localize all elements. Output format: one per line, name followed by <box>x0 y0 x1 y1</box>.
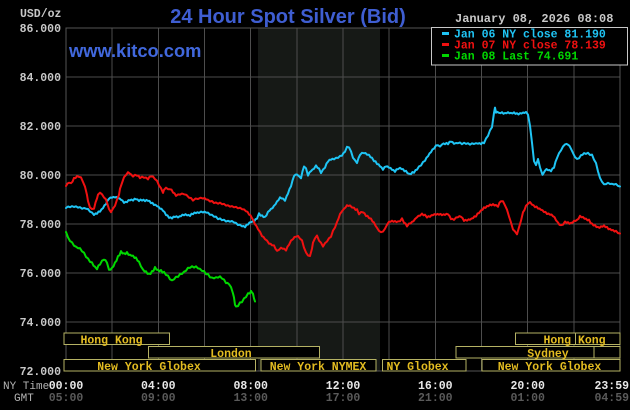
svg-text:Hong Kong: Hong Kong <box>543 335 605 348</box>
svg-text:78.000: 78.000 <box>20 219 62 232</box>
svg-text:Jan 06 NY close 81.190: Jan 06 NY close 81.190 <box>454 29 606 42</box>
svg-text:Sydney: Sydney <box>527 348 569 361</box>
svg-text:09:00: 09:00 <box>141 392 176 405</box>
svg-text:20:00: 20:00 <box>510 380 545 393</box>
svg-text:New York Globex: New York Globex <box>97 361 201 374</box>
svg-text:24 Hour Spot Silver (Bid): 24 Hour Spot Silver (Bid) <box>170 6 406 28</box>
svg-text:16:00: 16:00 <box>418 380 453 393</box>
svg-text:12:00: 12:00 <box>326 380 361 393</box>
svg-text:21:00: 21:00 <box>418 392 453 405</box>
svg-text:23:59: 23:59 <box>594 380 629 393</box>
svg-text:New York NYMEX: New York NYMEX <box>270 361 367 374</box>
svg-text:74.000: 74.000 <box>20 317 62 330</box>
svg-text:Jan 07 NY close 78.139: Jan 07 NY close 78.139 <box>454 40 606 53</box>
svg-text:80.000: 80.000 <box>20 170 62 183</box>
svg-text:London: London <box>210 348 252 361</box>
svg-text:82.000: 82.000 <box>20 121 62 134</box>
svg-text:Jan 08 Last 74.691: Jan 08 Last 74.691 <box>454 51 578 64</box>
svg-text:GMT: GMT <box>14 393 34 405</box>
svg-text:13:00: 13:00 <box>233 392 268 405</box>
svg-text:01:00: 01:00 <box>510 392 545 405</box>
svg-text:USD/oz: USD/oz <box>20 8 62 21</box>
svg-text:Hong Kong: Hong Kong <box>80 335 142 348</box>
svg-text:04:00: 04:00 <box>141 380 176 393</box>
svg-text:January 08, 2026 08:08: January 08, 2026 08:08 <box>455 12 613 26</box>
svg-text:84.000: 84.000 <box>20 72 62 85</box>
svg-text:NY Globex: NY Globex <box>386 361 448 374</box>
svg-text:05:00: 05:00 <box>49 392 84 405</box>
svg-text:New York Globex: New York Globex <box>498 361 602 374</box>
svg-text:00:00: 00:00 <box>49 380 84 393</box>
svg-text:08:00: 08:00 <box>233 380 268 393</box>
svg-text:04:59: 04:59 <box>594 392 629 405</box>
svg-text:76.000: 76.000 <box>20 268 62 281</box>
svg-text:NY Time: NY Time <box>3 381 49 393</box>
svg-text:86.000: 86.000 <box>20 23 62 36</box>
svg-text:17:00: 17:00 <box>326 392 361 405</box>
svg-text:72.000: 72.000 <box>20 366 62 379</box>
svg-text:www.kitco.com: www.kitco.com <box>68 40 201 61</box>
